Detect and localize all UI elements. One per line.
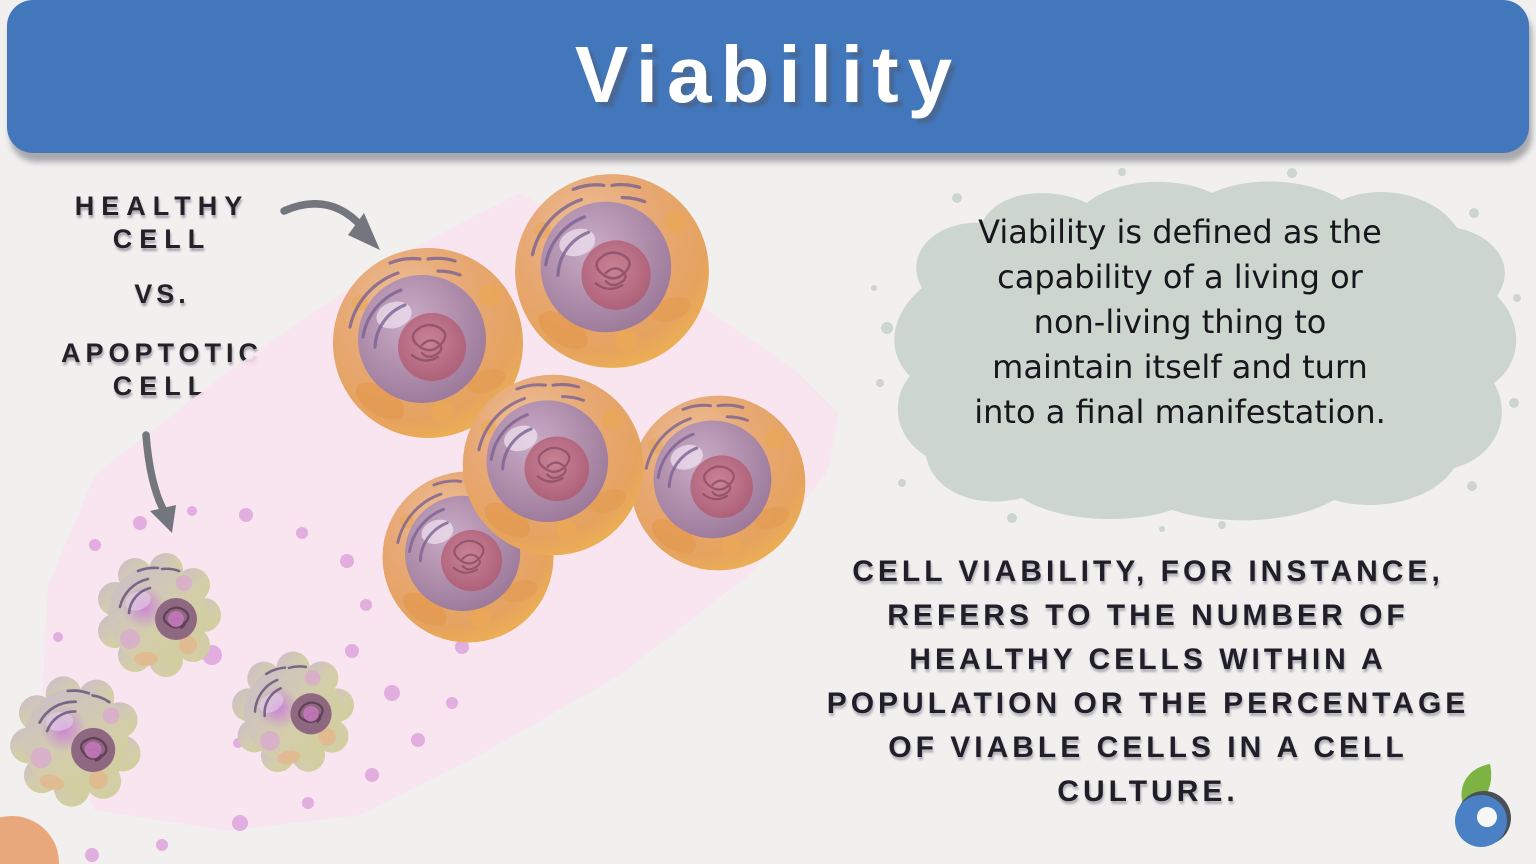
cells-illustration (0, 172, 838, 864)
apoptotic-cell-label-line2: CELL (112, 371, 212, 401)
biology-online-logo (1455, 764, 1511, 847)
logo-hole (1477, 807, 1497, 827)
arrow-to-apoptotic-cells-icon (142, 431, 176, 533)
definition-splash-background (871, 168, 1521, 532)
healthy-cell (629, 394, 807, 572)
arrow-to-healthy-cells-icon (280, 200, 380, 250)
header-banner: Viability (7, 0, 1529, 153)
example-line: POPULATION OR THE PERCENTAGE (826, 687, 1470, 720)
definition-line: capability of a living or (997, 258, 1363, 296)
healthy-cell-label-line2: CELL (112, 224, 212, 254)
example-line: REFERS TO THE NUMBER OF (887, 599, 1409, 632)
definition-line: non-living thing to (1033, 303, 1327, 341)
healthy-cell-label-line1: HEALTHY (74, 191, 250, 221)
example-paragraph: CELL VIABILITY, FOR INSTANCE, REFERS TO … (770, 550, 1526, 814)
definition-line: maintain itself and turn (992, 348, 1368, 386)
apoptotic-cell-label-line1: APOPTOTIC (60, 338, 264, 368)
definition-line: Viability is defined as the (978, 213, 1382, 251)
example-line: OF VIABLE CELLS IN A CELL (888, 731, 1408, 764)
healthy-cell (513, 172, 711, 370)
corner-cell-fragment (0, 816, 59, 864)
definition-paragraph: Viability is defined as the capability o… (880, 210, 1480, 435)
definition-line: into a final manifestation. (974, 393, 1386, 431)
example-line: CULTURE. (1057, 775, 1239, 808)
example-line: HEALTHY CELLS WITHIN A (909, 643, 1387, 676)
comparison-labels: HEALTHY CELL VS. APOPTOTIC CELL (36, 190, 288, 403)
healthy-cell (461, 373, 645, 557)
page-title: Viability (574, 30, 962, 119)
versus-label: VS. (134, 279, 190, 309)
example-line: CELL VIABILITY, FOR INSTANCE, (852, 555, 1444, 588)
